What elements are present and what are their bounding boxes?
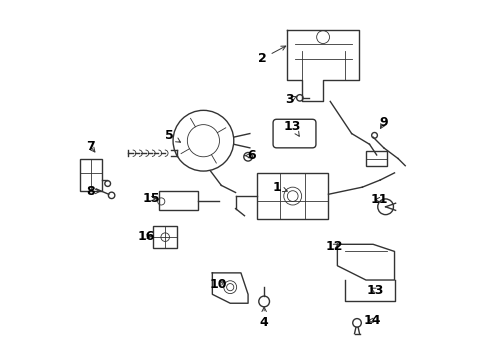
Text: 2: 2	[258, 46, 285, 65]
Text: 11: 11	[370, 193, 387, 206]
Text: 3: 3	[285, 93, 296, 106]
Text: 15: 15	[142, 192, 159, 205]
Text: 10: 10	[210, 278, 227, 291]
Text: 4: 4	[259, 307, 268, 329]
Text: 8: 8	[86, 185, 100, 198]
Text: 13: 13	[366, 284, 383, 297]
Text: 1: 1	[272, 181, 287, 194]
Text: 6: 6	[244, 149, 255, 162]
Text: 9: 9	[379, 116, 387, 129]
Text: 12: 12	[325, 240, 343, 253]
Text: 16: 16	[137, 230, 155, 243]
Text: 14: 14	[363, 314, 380, 327]
Text: 7: 7	[85, 140, 95, 153]
Text: 13: 13	[284, 120, 301, 136]
Text: 5: 5	[165, 129, 180, 142]
